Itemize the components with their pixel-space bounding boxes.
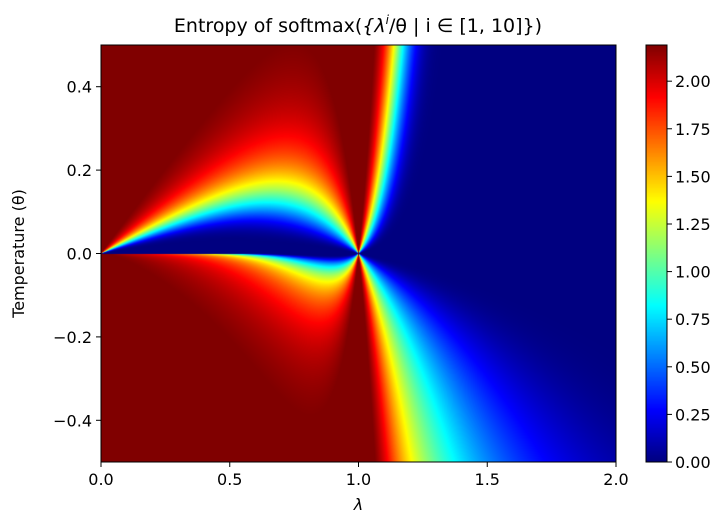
- y-axis-label: Temperature (θ): [9, 189, 28, 319]
- y-tick-label: −0.4: [53, 411, 92, 430]
- colorbar-tick-label: 2.00: [675, 72, 711, 91]
- x-tick-label: 1.5: [475, 470, 500, 489]
- x-tick-label: 0.0: [88, 470, 113, 489]
- x-tick-label: 2.0: [603, 470, 628, 489]
- heatmap-image: [101, 45, 616, 462]
- x-tick-label: 1.0: [346, 470, 371, 489]
- chart-title: Entropy of softmax({λi/θ | i ∈ [1, 10]}): [174, 13, 542, 37]
- plot-frame: [100, 44, 617, 463]
- colorbar-gradient: [646, 45, 667, 462]
- y-tick-label: −0.2: [53, 328, 92, 347]
- title-prefix: Entropy of softmax(: [174, 15, 362, 37]
- y-tick-label: 0.0: [67, 245, 92, 264]
- y-axis-ticks: 0.4 0.2 0.0 −0.2 −0.4: [53, 78, 101, 430]
- colorbar-frame: [645, 44, 668, 463]
- y-tick-label: 0.2: [67, 161, 92, 180]
- x-axis-label: λ: [353, 495, 363, 514]
- title-set: {λ: [362, 15, 385, 37]
- x-axis-ticks: 0.0 0.5 1.0 1.5 2.0: [88, 462, 629, 489]
- title-suffix: ): [535, 15, 542, 37]
- colorbar-tick-label: 1.25: [675, 215, 711, 234]
- colorbar-tick-label: 1.75: [675, 120, 711, 139]
- title-exponent: i: [386, 13, 390, 27]
- colorbar-tick-label: 0.50: [675, 358, 711, 377]
- colorbar-ticks: 0.00 0.25 0.50 0.75 1.00 1.25 1.50 1.75 2.00: [667, 72, 711, 472]
- colorbar-tick-label: 0.75: [675, 310, 711, 329]
- y-tick-label: 0.4: [67, 78, 92, 97]
- x-tick-label: 0.5: [217, 470, 242, 489]
- colorbar-tick-label: 0.25: [675, 405, 711, 424]
- colorbar-tick-label: 1.50: [675, 167, 711, 186]
- title-rest: /θ | i ∈ [1, 10]}: [389, 15, 535, 37]
- colorbar-tick-label: 0.00: [675, 453, 711, 472]
- colorbar-tick-label: 1.00: [675, 263, 711, 282]
